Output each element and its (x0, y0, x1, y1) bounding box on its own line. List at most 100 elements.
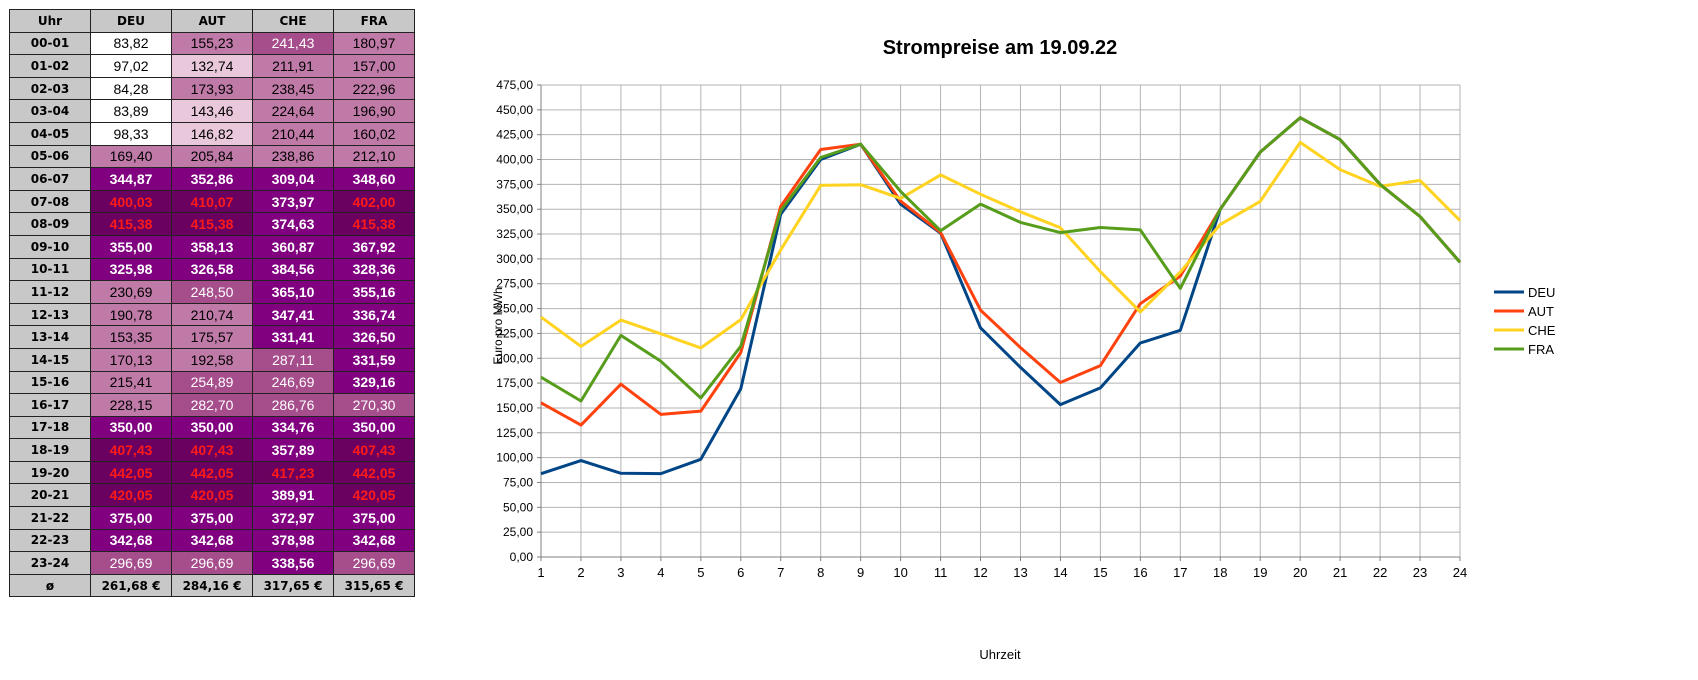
chart-series (540, 116, 1462, 476)
y-tick-label: 125,00 (496, 426, 533, 440)
price-cell: 270,30 (333, 393, 415, 417)
hour-cell: 06-07 (9, 167, 91, 191)
price-cell: 296,69 (171, 551, 253, 575)
table-header-row: Uhr DEU AUT CHE FRA (9, 9, 415, 33)
price-cell: 180,97 (333, 31, 415, 56)
price-cell: 228,15 (90, 393, 172, 417)
price-cell: 375,00 (90, 506, 172, 530)
price-cell: 169,40 (90, 144, 172, 169)
average-cell: 315,65 € (333, 573, 415, 598)
x-tick-label: 17 (1173, 565, 1187, 580)
y-tick-label: 475,00 (496, 78, 533, 92)
price-cell: 157,00 (333, 54, 415, 78)
hour-cell: 02-03 (9, 76, 91, 101)
price-cell: 410,07 (171, 189, 253, 214)
x-tick-label: 3 (617, 565, 624, 580)
price-cell: 355,00 (90, 234, 172, 259)
price-cell: 329,16 (333, 370, 415, 395)
price-cell: 286,76 (252, 393, 334, 417)
x-tick-label: 13 (1013, 565, 1027, 580)
price-cell: 420,05 (90, 483, 172, 508)
price-cell: 338,56 (252, 551, 334, 575)
x-tick-label: 20 (1293, 565, 1307, 580)
x-tick-label: 10 (893, 565, 907, 580)
price-cell: 331,59 (333, 347, 415, 372)
series-line-che (540, 140, 1462, 350)
hour-cell: 11-12 (9, 280, 91, 304)
price-cell: 160,02 (333, 121, 415, 146)
x-axis-label: Uhrzeit (979, 647, 1021, 662)
price-cell: 375,00 (171, 506, 253, 530)
table-row: 15-16 215,41 254,89 246,69 329,16 (9, 370, 415, 395)
hour-cell: 19-20 (9, 460, 91, 485)
price-cell: 83,82 (90, 31, 172, 56)
price-cell: 97,02 (90, 54, 172, 78)
price-cell: 442,05 (90, 460, 172, 485)
table-row: 03-04 83,89 143,46 224,64 196,90 (9, 99, 415, 123)
table-row: 02-03 84,28 173,93 238,45 222,96 (9, 76, 415, 101)
price-cell: 205,84 (171, 144, 253, 169)
y-tick-label: 450,00 (496, 103, 533, 117)
legend-label: DEU (1528, 285, 1555, 300)
price-cell: 296,69 (90, 551, 172, 575)
y-axis-label: Euro pro MWh (491, 287, 505, 364)
y-tick-label: 75,00 (503, 475, 533, 489)
price-cell: 420,05 (171, 483, 253, 508)
table-average-row: ø 261,68 €284,16 €317,65 €315,65 € (9, 573, 415, 598)
x-tick-label: 14 (1053, 565, 1067, 580)
hour-cell: 12-13 (9, 302, 91, 327)
price-cell: 400,03 (90, 189, 172, 214)
y-tick-label: 0,00 (510, 550, 534, 564)
price-cell: 417,23 (252, 460, 334, 485)
hour-cell: 00-01 (9, 31, 91, 56)
price-cell: 407,43 (171, 438, 253, 462)
x-tick-label: 5 (697, 565, 704, 580)
hour-cell: 13-14 (9, 325, 91, 349)
price-cell: 83,89 (90, 99, 172, 123)
y-tick-label: 250,00 (496, 302, 533, 316)
price-cell: 98,33 (90, 121, 172, 146)
price-cell: 331,41 (252, 325, 334, 349)
table-row: 05-06 169,40 205,84 238,86 212,10 (9, 144, 415, 169)
price-cell: 170,13 (90, 347, 172, 372)
x-tick-label: 24 (1453, 565, 1467, 580)
price-cell: 375,00 (333, 506, 415, 530)
price-cell: 373,97 (252, 189, 334, 214)
y-tick-label: 400,00 (496, 153, 533, 167)
x-tick-label: 2 (577, 565, 584, 580)
hour-cell: 05-06 (9, 144, 91, 169)
chart-legend: DEU AUT CHE FRA (1494, 285, 1556, 357)
chart-title: Strompreise am 19.09.22 (883, 37, 1118, 59)
price-cell: 210,74 (171, 302, 253, 327)
x-tick-label: 18 (1213, 565, 1227, 580)
price-cell: 146,82 (171, 121, 253, 146)
price-cell: 175,57 (171, 325, 253, 349)
price-cell: 372,97 (252, 506, 334, 530)
y-tick-label: 300,00 (496, 252, 533, 266)
hour-cell: 18-19 (9, 438, 91, 462)
price-cell: 342,68 (171, 528, 253, 553)
x-tick-label: 4 (657, 565, 664, 580)
average-symbol: ø (9, 573, 91, 598)
x-tick-label: 21 (1333, 565, 1347, 580)
y-tick-label: 225,00 (496, 326, 533, 340)
average-cell: 317,65 € (252, 573, 334, 598)
hour-cell: 07-08 (9, 189, 91, 214)
price-cell: 342,68 (90, 528, 172, 553)
price-cell: 196,90 (333, 99, 415, 123)
table-header-cell: FRA (333, 9, 415, 33)
price-cell: 415,38 (171, 212, 253, 236)
x-tick-label: 12 (973, 565, 987, 580)
hour-cell: 09-10 (9, 234, 91, 259)
price-cell: 326,58 (171, 257, 253, 282)
y-tick-label: 425,00 (496, 128, 533, 142)
price-cell: 342,68 (333, 528, 415, 553)
table-row: 04-05 98,33 146,82 210,44 160,02 (9, 121, 415, 146)
average-cell: 261,68 € (90, 573, 172, 598)
table-row: 14-15 170,13 192,58 287,11 331,59 (9, 347, 415, 372)
price-cell: 326,50 (333, 325, 415, 349)
x-tick-label: 16 (1133, 565, 1147, 580)
y-tick-label: 275,00 (496, 277, 533, 291)
price-cell: 402,00 (333, 189, 415, 214)
table-row: 18-19 407,43 407,43 357,89 407,43 (9, 438, 415, 462)
